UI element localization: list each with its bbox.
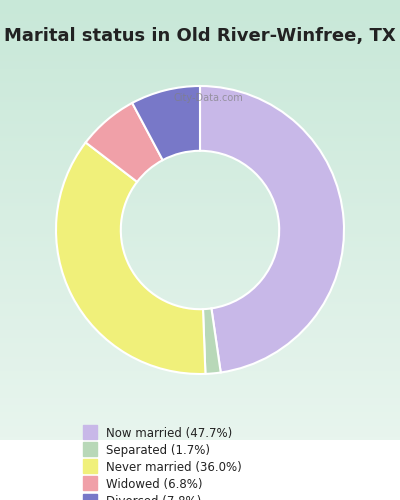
Wedge shape	[56, 142, 206, 374]
Wedge shape	[200, 86, 344, 372]
Text: Marital status in Old River-Winfree, TX: Marital status in Old River-Winfree, TX	[4, 28, 396, 46]
Wedge shape	[203, 308, 221, 374]
Wedge shape	[132, 86, 200, 160]
Text: City-Data.com: City-Data.com	[174, 93, 243, 103]
Legend: Now married (47.7%), Separated (1.7%), Never married (36.0%), Widowed (6.8%), Di: Now married (47.7%), Separated (1.7%), N…	[78, 422, 247, 500]
Wedge shape	[86, 103, 163, 182]
